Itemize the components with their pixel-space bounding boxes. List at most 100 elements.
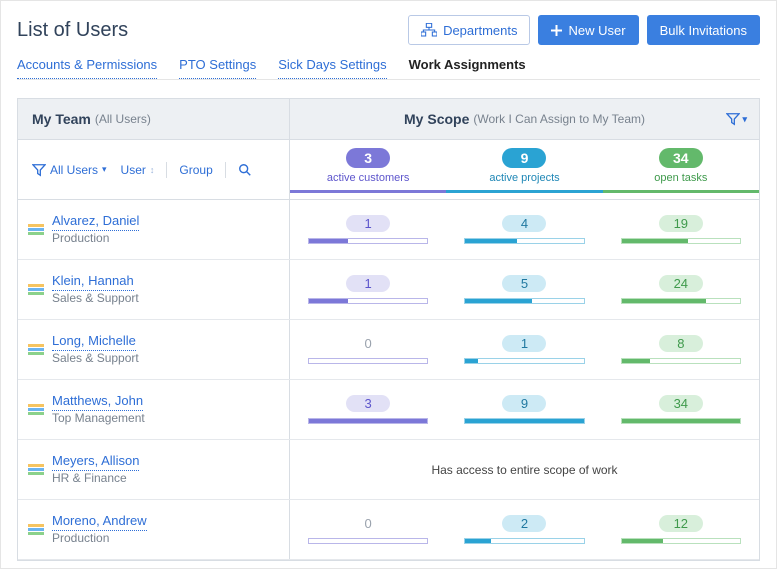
sort-user[interactable]: User ↕ xyxy=(117,159,159,181)
progress-fill xyxy=(309,419,427,423)
user-list-icon xyxy=(28,224,44,236)
sort-group-label: Group xyxy=(179,163,212,177)
toolbar-divider xyxy=(225,162,226,178)
rows-container: Alvarez, Daniel Production 1 4 19 Klein, Hann… xyxy=(18,200,759,560)
total-tasks-value: 34 xyxy=(659,148,703,168)
user-cell: Klein, HannahSales & Support xyxy=(18,260,290,319)
metric-customers: 0 xyxy=(290,320,446,379)
total-projects: 9 active projects xyxy=(446,140,602,199)
progress-fill xyxy=(622,419,740,423)
user-department: Sales & Support xyxy=(52,351,139,367)
scope-cell: 3934 xyxy=(290,380,759,439)
total-customers-value: 3 xyxy=(346,148,390,168)
all-users-filter[interactable]: All Users ▾ xyxy=(28,159,111,181)
my-scope-title: My Scope xyxy=(404,111,469,127)
scope-cell: Has access to entire scope of work xyxy=(290,440,759,499)
progress-bar xyxy=(308,418,428,424)
user-text: Moreno, AndrewProduction xyxy=(52,513,147,546)
bulk-invitations-label: Bulk Invitations xyxy=(660,23,747,38)
underline-blue xyxy=(446,190,602,193)
sort-icon: ↕ xyxy=(150,165,155,175)
progress-bar xyxy=(621,238,741,244)
chevron-down-icon: ▾ xyxy=(742,114,747,125)
user-text: Klein, HannahSales & Support xyxy=(52,273,139,306)
metric-tasks: 19 xyxy=(603,200,759,259)
metric-value: 0 xyxy=(346,335,390,352)
progress-fill xyxy=(465,299,531,303)
departments-label: Departments xyxy=(443,23,517,38)
assignments-grid: My Team (All Users) My Scope (Work I Can… xyxy=(17,98,760,561)
tab-accounts[interactable]: Accounts & Permissions xyxy=(17,57,157,79)
metric-value: 12 xyxy=(659,515,703,532)
page-root: List of Users Departments New User Bulk … xyxy=(0,0,777,569)
total-tasks-label: open tasks xyxy=(603,172,759,184)
tab-pto[interactable]: PTO Settings xyxy=(179,57,256,79)
metric-tasks: 34 xyxy=(603,380,759,439)
user-name-link[interactable]: Moreno, Andrew xyxy=(52,513,147,531)
progress-bar xyxy=(308,538,428,544)
user-text: Matthews, JohnTop Management xyxy=(52,393,145,426)
my-team-title: My Team xyxy=(32,111,91,127)
my-team-sub: (All Users) xyxy=(95,112,151,126)
search-button[interactable] xyxy=(234,159,256,181)
metric-tasks: 8 xyxy=(603,320,759,379)
tab-sick-days[interactable]: Sick Days Settings xyxy=(278,57,386,79)
toolbar-divider xyxy=(166,162,167,178)
user-text: Meyers, AllisonHR & Finance xyxy=(52,453,139,486)
all-users-label: All Users xyxy=(50,163,98,177)
user-name-link[interactable]: Klein, Hannah xyxy=(52,273,134,291)
progress-bar xyxy=(621,418,741,424)
progress-bar xyxy=(621,298,741,304)
new-user-button[interactable]: New User xyxy=(538,15,638,45)
filter-icon xyxy=(32,163,46,177)
filter-icon xyxy=(726,112,740,126)
tabs: Accounts & Permissions PTO Settings Sick… xyxy=(17,57,760,80)
search-icon xyxy=(238,163,252,177)
team-toolbar: All Users ▾ User ↕ Group xyxy=(18,140,290,199)
progress-bar xyxy=(308,298,428,304)
header-buttons: Departments New User Bulk Invitations xyxy=(408,15,760,45)
user-row: Moreno, AndrewProduction 0 2 12 xyxy=(18,500,759,560)
metric-value: 4 xyxy=(502,215,546,232)
user-cell: Moreno, AndrewProduction xyxy=(18,500,290,559)
user-list-icon xyxy=(28,464,44,476)
metric-customers: 3 xyxy=(290,380,446,439)
metric-value: 1 xyxy=(346,215,390,232)
scope-totals: 3 active customers 9 active projects 34 … xyxy=(290,140,759,199)
my-team-header: My Team (All Users) xyxy=(18,99,290,139)
progress-fill xyxy=(622,539,663,543)
full-scope-message: Has access to entire scope of work xyxy=(290,440,759,499)
progress-fill xyxy=(622,299,706,303)
metric-value: 24 xyxy=(659,275,703,292)
sort-group[interactable]: Group xyxy=(175,159,216,181)
progress-bar xyxy=(464,538,584,544)
total-projects-label: active projects xyxy=(446,172,602,184)
progress-bar xyxy=(464,358,584,364)
progress-bar xyxy=(621,538,741,544)
org-chart-icon xyxy=(421,23,437,37)
departments-button[interactable]: Departments xyxy=(408,15,530,45)
user-name-link[interactable]: Meyers, Allison xyxy=(52,453,139,471)
bulk-invitations-button[interactable]: Bulk Invitations xyxy=(647,15,760,45)
user-name-link[interactable]: Matthews, John xyxy=(52,393,143,411)
metric-projects: 4 xyxy=(446,200,602,259)
user-cell: Meyers, AllisonHR & Finance xyxy=(18,440,290,499)
sort-user-label: User xyxy=(121,163,146,177)
tab-work-assignments[interactable]: Work Assignments xyxy=(409,57,526,79)
scope-filter-button[interactable]: ▾ xyxy=(726,112,747,126)
progress-bar xyxy=(464,418,584,424)
grid-header: My Team (All Users) My Scope (Work I Can… xyxy=(18,99,759,140)
user-department: Production xyxy=(52,531,147,547)
metric-value: 2 xyxy=(502,515,546,532)
metric-value: 0 xyxy=(346,515,390,532)
user-cell: Matthews, JohnTop Management xyxy=(18,380,290,439)
my-scope-sub: (Work I Can Assign to My Team) xyxy=(473,112,645,126)
chevron-down-icon: ▾ xyxy=(102,164,107,175)
metric-customers: 1 xyxy=(290,200,446,259)
user-list-icon xyxy=(28,404,44,416)
user-name-link[interactable]: Long, Michelle xyxy=(52,333,136,351)
progress-fill xyxy=(465,239,517,243)
metric-projects: 5 xyxy=(446,260,602,319)
scope-cell: 018 xyxy=(290,320,759,379)
user-name-link[interactable]: Alvarez, Daniel xyxy=(52,213,139,231)
